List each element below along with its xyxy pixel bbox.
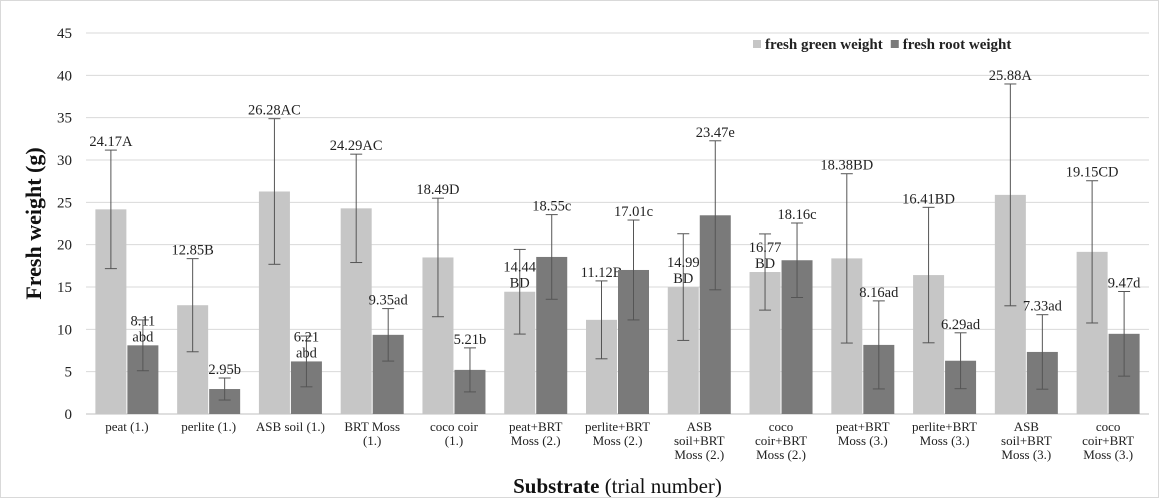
green-weight-label: 26.28AC bbox=[248, 103, 301, 119]
y-tick-label: 20 bbox=[57, 238, 72, 254]
x-tick-label: soil+BRT bbox=[674, 433, 725, 448]
root-weight-label: 6.29ad bbox=[941, 317, 981, 333]
x-tick-label: peat+BRT bbox=[836, 419, 890, 434]
legend-label-root: fresh root weight bbox=[903, 37, 1012, 53]
y-tick-label: 40 bbox=[57, 68, 72, 84]
y-axis-title: Fresh weight (g) bbox=[21, 147, 46, 299]
root-weight-label: 2.95b bbox=[208, 362, 241, 378]
root-weight-label: 5.21b bbox=[454, 332, 487, 348]
x-tick-label: coco bbox=[1096, 419, 1121, 434]
x-tick-label: peat (1.) bbox=[105, 419, 148, 434]
root-weight-label: 18.55c bbox=[532, 199, 571, 215]
green-weight-label: 11.12B bbox=[581, 265, 623, 281]
green-weight-label: 24.17A bbox=[89, 134, 133, 150]
green-weight-label: 14.99 bbox=[667, 255, 700, 271]
x-tick-label: perlite+BRT bbox=[585, 419, 650, 434]
green-weight-label: 12.85B bbox=[172, 243, 214, 259]
x-tick-label: soil+BRT bbox=[1001, 433, 1052, 448]
x-tick-label: coir+BRT bbox=[1082, 433, 1134, 448]
y-tick-label: 0 bbox=[65, 407, 73, 423]
root-weight-label: 17.01c bbox=[614, 204, 653, 220]
green-weight-label: 14.44 bbox=[503, 260, 536, 276]
root-weight-label: 18.16c bbox=[778, 207, 817, 223]
x-tick-label: (1.) bbox=[445, 433, 463, 448]
green-weight-label: 24.29AC bbox=[330, 138, 383, 154]
green-weight-label: 16.41BD bbox=[902, 191, 955, 207]
green-weight-label: BD bbox=[673, 271, 693, 287]
green-weight-label: BD bbox=[510, 276, 530, 292]
green-weight-label: 25.88A bbox=[989, 68, 1033, 84]
y-tick-label: 35 bbox=[57, 111, 72, 127]
root-weight-label: 7.33ad bbox=[1023, 299, 1063, 315]
x-tick-label: Moss (3.) bbox=[920, 433, 970, 448]
y-tick-label: 45 bbox=[57, 26, 72, 42]
root-weight-label: 9.47d bbox=[1108, 275, 1141, 291]
root-weight-label: 9.35ad bbox=[369, 293, 409, 309]
root-weight-label: 8.11 bbox=[130, 313, 155, 329]
x-tick-label: Moss (2.) bbox=[756, 447, 806, 462]
x-tick-label: Moss (2.) bbox=[593, 433, 643, 448]
y-tick-label: 10 bbox=[57, 322, 72, 338]
x-tick-label: Moss (3.) bbox=[1001, 447, 1051, 462]
x-tick-label: ASB soil (1.) bbox=[256, 419, 325, 434]
root-weight-label: abd bbox=[132, 329, 154, 345]
legend-swatch-green bbox=[753, 40, 761, 48]
x-tick-label: Moss (2.) bbox=[511, 433, 561, 448]
x-tick-label: Moss (3.) bbox=[1083, 447, 1133, 462]
x-tick-label: ASB bbox=[687, 419, 713, 434]
x-tick-label: ASB bbox=[1014, 419, 1040, 434]
x-tick-label: coco coir bbox=[430, 419, 479, 434]
x-tick-label: perlite+BRT bbox=[912, 419, 977, 434]
root-weight-label: abd bbox=[296, 345, 318, 361]
x-axis-title: Substrate (trial number) bbox=[513, 474, 722, 497]
x-axis-title-rest: (trial number) bbox=[599, 474, 721, 497]
x-tick-label: coco bbox=[769, 419, 794, 434]
y-tick-label: 5 bbox=[65, 365, 73, 381]
green-weight-label: BD bbox=[755, 256, 775, 272]
green-weight-label: 16.77 bbox=[749, 240, 782, 256]
y-tick-label: 15 bbox=[57, 280, 72, 296]
root-weight-label: 8.16ad bbox=[859, 285, 899, 301]
y-tick-label: 25 bbox=[57, 195, 72, 211]
legend-swatch-root bbox=[890, 40, 899, 48]
root-weight-label: 6.21 bbox=[294, 329, 319, 345]
x-tick-label: Moss (2.) bbox=[674, 447, 724, 462]
y-tick-label: 30 bbox=[57, 153, 72, 169]
green-weight-label: 18.38BD bbox=[820, 158, 873, 174]
green-weight-label: 18.49D bbox=[416, 182, 459, 198]
x-tick-label: BRT Moss bbox=[344, 419, 400, 434]
root-weight-label: 23.47e bbox=[696, 125, 735, 141]
x-tick-label: Moss (3.) bbox=[838, 433, 888, 448]
x-tick-label: peat+BRT bbox=[509, 419, 563, 434]
x-tick-label: (1.) bbox=[363, 433, 381, 448]
green-weight-label: 19.15CD bbox=[1066, 165, 1119, 181]
x-tick-label: perlite (1.) bbox=[181, 419, 236, 434]
legend-label-green: fresh green weight bbox=[765, 37, 883, 53]
x-axis-title-bold: Substrate bbox=[513, 474, 599, 497]
x-tick-label: coir+BRT bbox=[755, 433, 807, 448]
